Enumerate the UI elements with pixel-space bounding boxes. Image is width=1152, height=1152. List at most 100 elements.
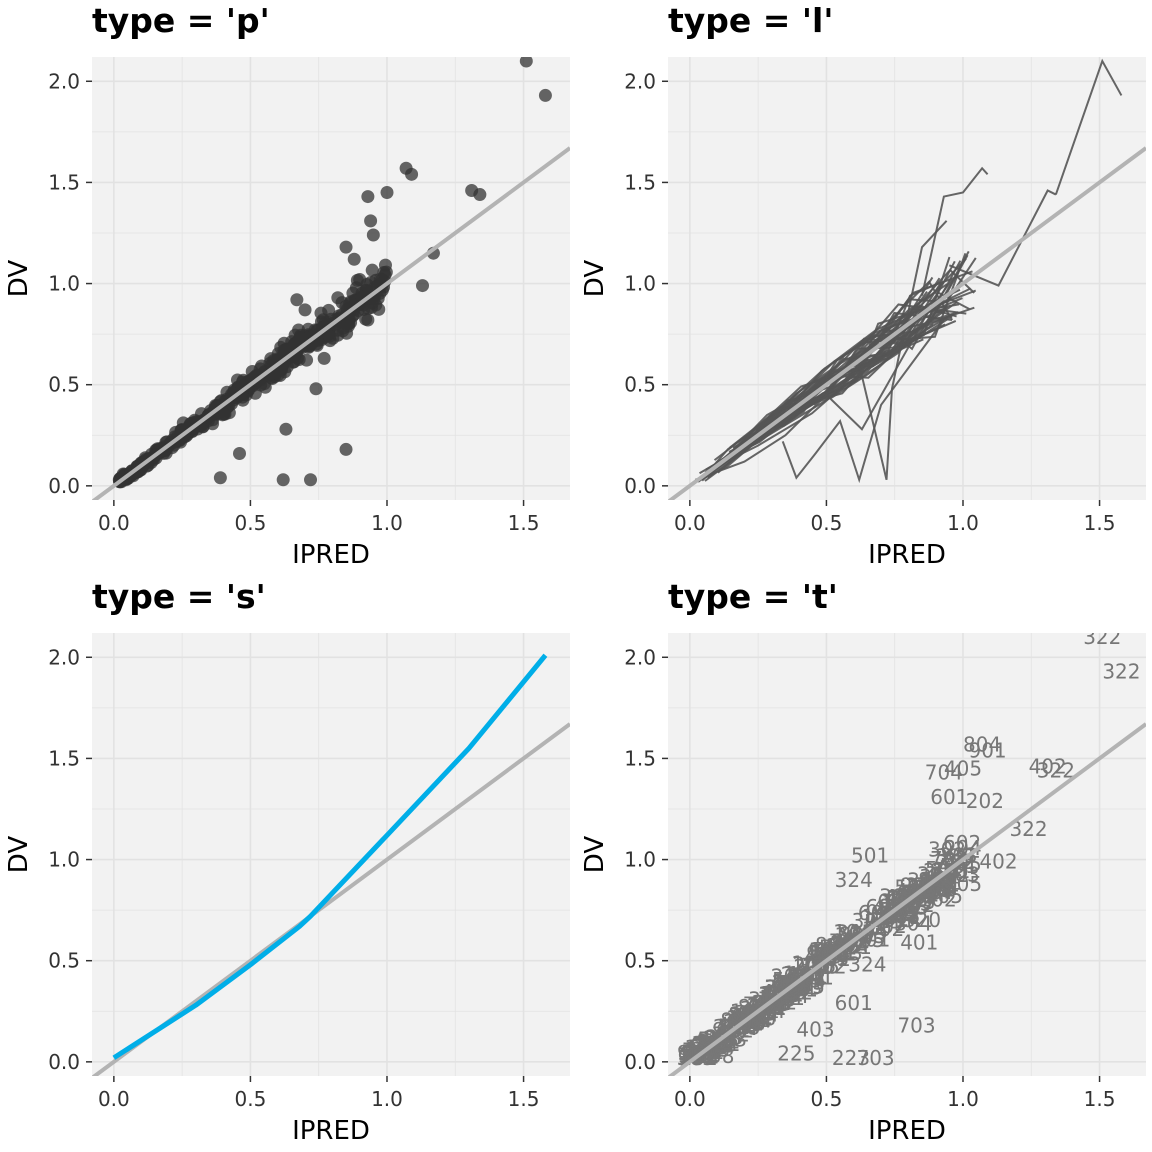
text-mark: 701 xyxy=(764,975,802,999)
panel-title: type = 's' xyxy=(92,577,266,616)
text-label: 225 xyxy=(777,1042,815,1066)
text-mark: 502 xyxy=(925,857,963,881)
text-label: 703 xyxy=(897,1013,935,1037)
series-line xyxy=(781,319,945,484)
data-point xyxy=(361,190,375,204)
series-line xyxy=(921,166,989,296)
text-mark: 801 xyxy=(919,870,957,894)
text-mark: 402 xyxy=(915,874,953,898)
x-tick-label: 1.0 xyxy=(947,511,979,535)
x-tick-label: 1.5 xyxy=(1084,511,1116,535)
y-tick-label: 0.5 xyxy=(48,373,80,397)
text-mark: 104 xyxy=(741,1002,779,1026)
data-point xyxy=(336,321,350,335)
text-label: 324 xyxy=(835,868,873,892)
text-mark: 503 xyxy=(878,901,916,925)
text-label: 405 xyxy=(944,872,982,896)
data-point xyxy=(323,329,337,343)
identity-line xyxy=(668,146,1146,500)
y-tick-label: 2.0 xyxy=(624,645,656,669)
y-tick-label: 0.5 xyxy=(624,949,656,973)
text-mark: 304 xyxy=(894,911,932,935)
data-point xyxy=(416,279,430,293)
y-tick-label: 0.0 xyxy=(624,1050,656,1074)
panel-line-l: type = 'l' 0.0 0.5 1.0 1.5 0.0 0.5 1.0 1.5 2.0 IP… xyxy=(580,1,1146,570)
panel-smooth-s: type = 's' 0.0 0.5 1.0 1.5 0.0 0.5 1.0 1.5 2.0 IP… xyxy=(4,577,570,1146)
text-label: 804 xyxy=(963,732,1001,756)
data-point xyxy=(292,352,306,366)
y-tick-label: 0.0 xyxy=(48,1050,80,1074)
text-mark: 403 xyxy=(942,862,980,886)
y-axis-title: DV xyxy=(580,260,610,298)
data-point xyxy=(248,386,262,400)
text-mark: 301 xyxy=(772,970,810,994)
text-mark: 302 xyxy=(928,838,966,862)
data-point xyxy=(232,446,246,460)
y-tick-label: 1.5 xyxy=(624,170,656,194)
text-mark: 802 xyxy=(772,970,810,994)
y-axis-title: DV xyxy=(580,836,610,874)
text-mark: 204 xyxy=(734,1008,772,1032)
series-line xyxy=(727,291,928,460)
x-tick-label: 1.5 xyxy=(508,511,540,535)
panel-title: type = 'p' xyxy=(92,1,270,40)
text-mark: 703 xyxy=(743,993,781,1017)
y-tick-label: 0.0 xyxy=(624,474,656,498)
text-mark: 103 xyxy=(783,962,821,986)
data-point xyxy=(353,273,367,287)
text-label: 202 xyxy=(966,789,1004,813)
text-label: 601 xyxy=(930,785,968,809)
data-point xyxy=(519,57,533,68)
text-label: 322 xyxy=(1102,659,1140,683)
data-point xyxy=(366,228,380,242)
text-mark: 101 xyxy=(685,1035,723,1059)
y-tick-label: 1.5 xyxy=(48,746,80,770)
text-mark: 303 xyxy=(824,941,862,965)
text-label: 322 xyxy=(1083,625,1121,649)
text-label: 403 xyxy=(796,1017,834,1041)
data-point xyxy=(317,351,331,365)
x-tick-label: 0.0 xyxy=(98,1087,130,1111)
y-tick-label: 1.0 xyxy=(48,848,80,872)
x-tick-label: 0.0 xyxy=(98,511,130,535)
text-mark: 305 xyxy=(748,987,786,1011)
text-mark: 702 xyxy=(733,1008,771,1032)
panel-text-t: type = 't' 0.0 0.5 1.0 1.5 0.0 0.5 1.0 1.5 2.0 IP… xyxy=(580,577,1146,1146)
text-mark: 402 xyxy=(895,879,933,903)
text-mark: 503 xyxy=(728,1012,766,1036)
text-mark: 305 xyxy=(723,1015,761,1039)
y-tick-label: 1.0 xyxy=(624,272,656,296)
data-point xyxy=(213,471,227,485)
text-mark: 204 xyxy=(764,975,802,999)
text-label: 402 xyxy=(979,850,1017,874)
text-mark: 305 xyxy=(878,902,916,926)
data-point xyxy=(279,422,293,436)
text-label: 305 xyxy=(925,884,963,908)
text-label: 402 xyxy=(1029,755,1067,779)
text-mark: 601 xyxy=(852,928,890,952)
x-tick-label: 1.0 xyxy=(371,511,403,535)
x-tick-label: 0.5 xyxy=(811,1087,843,1111)
smooth-line xyxy=(112,653,548,1060)
plot-area xyxy=(92,653,570,1076)
text-mark: 801 xyxy=(720,1009,758,1033)
y-tick-label: 2.0 xyxy=(48,645,80,669)
text-mark: 204 xyxy=(883,898,921,922)
x-tick-label: 0.0 xyxy=(674,511,706,535)
data-point xyxy=(331,291,345,305)
text-mark: 405 xyxy=(944,852,982,876)
text-mark: 301 xyxy=(835,923,873,947)
data-point xyxy=(304,473,318,487)
text-mark: 204 xyxy=(923,859,961,883)
text-mark: 901 xyxy=(677,1041,715,1065)
text-label: 320 xyxy=(903,908,941,932)
text-mark: 303 xyxy=(765,976,803,1000)
text-label: 901 xyxy=(968,738,1006,762)
data-point xyxy=(364,214,378,228)
data-point xyxy=(365,263,379,277)
data-point xyxy=(339,240,353,254)
text-label: 322 xyxy=(1037,759,1075,783)
y-tick-label: 2.0 xyxy=(48,69,80,93)
x-tick-label: 1.0 xyxy=(371,1087,403,1111)
